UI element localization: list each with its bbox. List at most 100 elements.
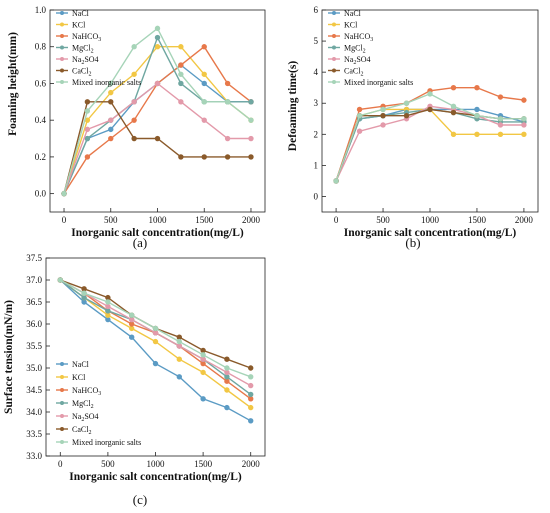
data-point (380, 122, 386, 128)
y-tick-label: 6 (314, 5, 319, 15)
legend-name: CaCl (72, 67, 89, 76)
data-point (497, 116, 504, 122)
y-axis-title: Defoaming time(s) (287, 61, 299, 152)
data-point (497, 94, 504, 100)
data-point (356, 106, 363, 113)
data-point (248, 365, 254, 371)
legend-marker (60, 427, 64, 431)
legend-tail: SO4 (84, 55, 98, 64)
data-point (224, 369, 230, 376)
data-point (105, 299, 111, 305)
y-tick-label: 2 (314, 129, 319, 139)
data-point (105, 294, 111, 301)
data-point (178, 62, 184, 68)
data-point (248, 99, 254, 105)
x-tick-label: 0 (62, 215, 67, 225)
legend-name: Mixed inorganic salts (72, 438, 141, 447)
chart-panel-1: 0 500 1000 1500 2000 0.0 0.2 0.4 0.6 0.8 1.0 Inorga… (7, 5, 266, 239)
data-point (131, 99, 137, 105)
data-point (128, 321, 135, 327)
x-tick-label: 1000 (147, 459, 166, 469)
data-point (201, 117, 207, 123)
legend-marker (332, 11, 336, 15)
data-point (200, 369, 206, 376)
data-point (131, 135, 137, 142)
data-point (84, 154, 91, 160)
data-point (474, 131, 480, 138)
y-tick-label: 33.0 (26, 451, 42, 461)
data-point (224, 154, 231, 160)
legend-name: MgCl (72, 399, 91, 408)
y-tick-label: 3 (314, 98, 319, 108)
legend-label: Mixed inorganic salts (72, 78, 141, 87)
legend-name: KCl (344, 21, 358, 30)
x-tick-label: 1500 (194, 459, 213, 469)
data-point (356, 112, 363, 119)
x-tick-label: 500 (104, 215, 118, 225)
panel-label: (a) (133, 235, 147, 250)
legend-marker (332, 57, 336, 61)
legend-marker (60, 375, 64, 379)
y-tick-label: 36.0 (26, 319, 42, 329)
data-point (224, 80, 231, 87)
legend-label: KCl (72, 21, 86, 30)
data-point (152, 360, 159, 367)
x-tick-label: 0 (334, 215, 339, 225)
y-tick-label: 0.2 (35, 152, 46, 162)
data-point (178, 99, 184, 105)
data-point (178, 44, 184, 50)
y-tick-label: 1.0 (35, 5, 47, 15)
legend-label: Na2SO4 (344, 55, 371, 66)
data-point (200, 352, 206, 358)
data-point (474, 84, 480, 91)
data-point (61, 190, 67, 197)
legend-subscript: 2 (88, 430, 91, 436)
legend-name: Na (344, 55, 354, 64)
x-tick-label: 2000 (515, 215, 534, 225)
data-point (81, 286, 87, 292)
data-point (224, 378, 230, 384)
legend-subscript: 2 (91, 49, 94, 55)
data-point (521, 116, 527, 122)
data-point (380, 112, 386, 119)
data-point (200, 356, 206, 362)
y-tick-label: 35.0 (26, 363, 42, 373)
y-tick-label: 37.0 (26, 275, 42, 285)
data-point (427, 106, 433, 113)
data-point (248, 391, 254, 398)
y-tick-label: 0.8 (35, 42, 47, 52)
data-point (105, 312, 111, 318)
y-tick-label: 36.5 (26, 297, 42, 307)
data-point (108, 117, 114, 123)
y-tick-label: 35.5 (26, 341, 42, 351)
legend-label: MgCl2 (344, 44, 366, 55)
data-point (521, 131, 527, 138)
legend-subscript: 3 (98, 37, 101, 43)
data-point (474, 106, 480, 113)
data-point (248, 382, 254, 389)
legend-tail: SO4 (84, 412, 98, 421)
legend-label: KCl (72, 373, 86, 382)
y-tick-label: 0.4 (35, 115, 47, 125)
y-axis-title: Foaming height(mm) (7, 32, 19, 136)
data-point (450, 84, 457, 91)
data-point (84, 135, 91, 142)
legend-marker (60, 11, 64, 15)
y-tick-label: 33.5 (26, 429, 42, 439)
data-point (128, 316, 135, 323)
x-tick-label: 1000 (149, 215, 168, 225)
data-point (200, 396, 206, 402)
x-tick-label: 1500 (195, 215, 214, 225)
series-line-6 (335, 108, 524, 182)
data-point (248, 374, 254, 380)
legend-name: MgCl (72, 44, 91, 53)
x-tick-label: 500 (101, 459, 115, 469)
legend-name: CaCl (72, 425, 89, 434)
data-point (200, 360, 206, 367)
y-axis-title: Surface tension(mN/m) (3, 300, 15, 414)
legend-name: NaCl (72, 360, 90, 369)
data-point (201, 80, 207, 87)
data-point (474, 112, 480, 119)
data-point (248, 135, 254, 142)
